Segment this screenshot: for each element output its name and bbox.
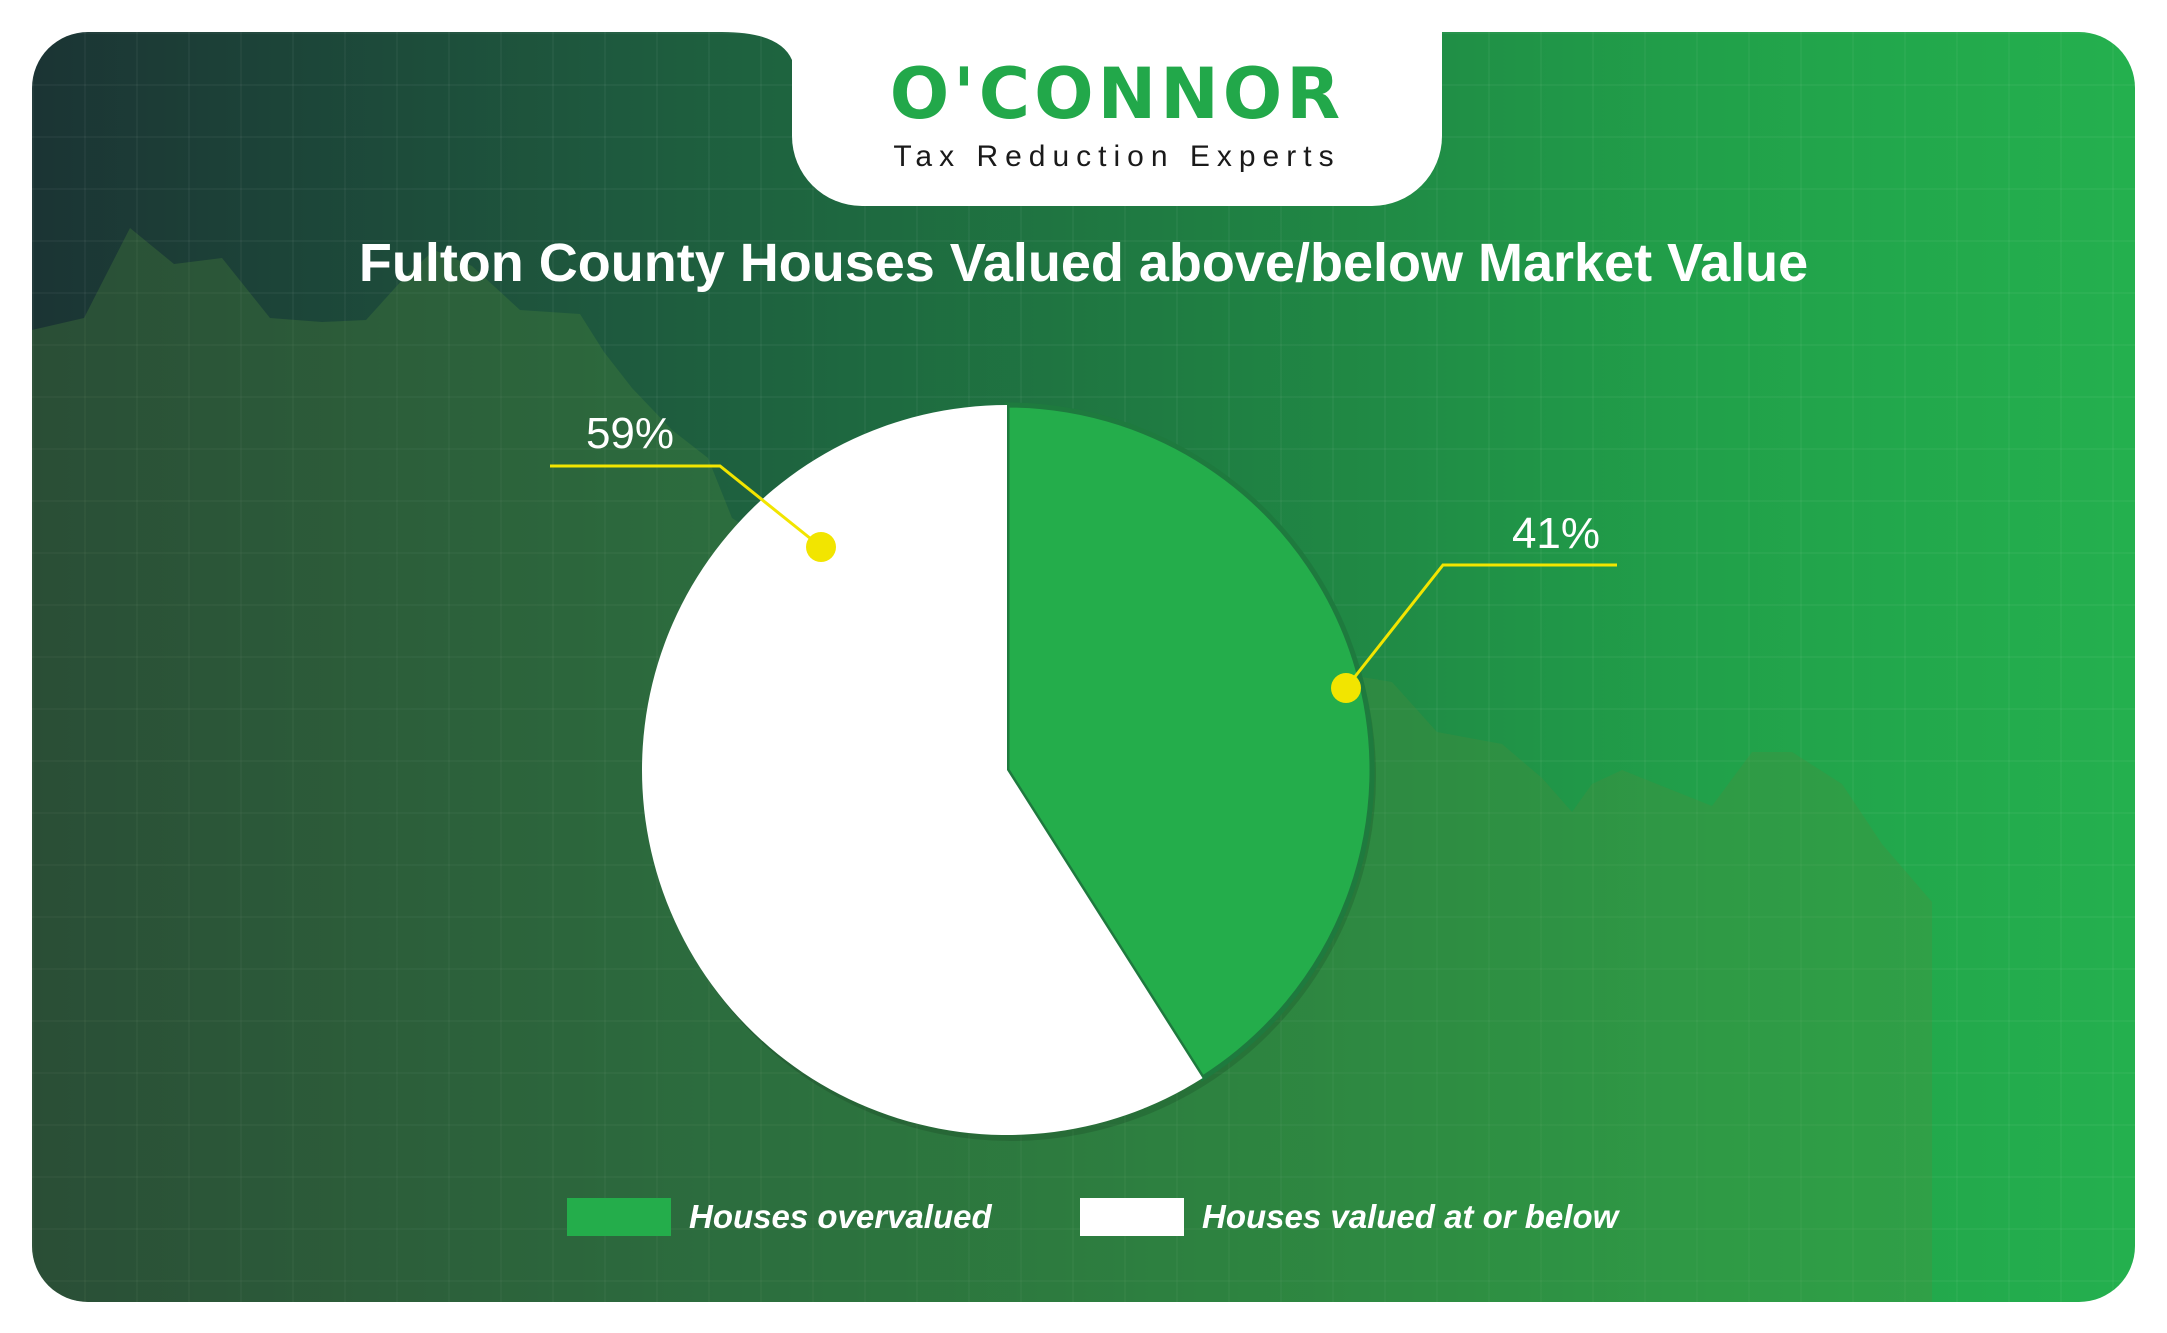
pie-slice-valued-at-or-below [641,405,1203,1135]
legend-item-overvalued: Houses overvalued [567,1197,992,1237]
chart-title: Fulton County Houses Valued above/below … [358,233,1809,293]
callout-dot [806,532,836,562]
callout-line [1344,563,1617,689]
callout-dot [1331,673,1361,703]
brand-tagline: Tax Reduction Experts [893,140,1341,173]
legend-swatch-overvalued [567,1198,671,1236]
logo-tab-curves [722,32,1442,60]
brand-logo: O'CONNOR [889,53,1345,135]
data-label-valued-at-or-below: 59% [586,409,674,458]
pie-slice-overvalued [1004,402,1375,1082]
data-label-overvalued: 41% [1512,509,1600,558]
legend-item-valued-at-or-below: Houses valued at or below [1080,1197,1618,1237]
callout-line [550,464,822,549]
logo-tab: O'CONNOR Tax Reduction Experts [792,32,1442,206]
legend-label-valued-at-or-below: Houses valued at or below [1202,1198,1619,1235]
legend-label-overvalued: Houses overvalued [689,1198,992,1235]
legend-swatch-valued-at-or-below [1080,1198,1184,1236]
